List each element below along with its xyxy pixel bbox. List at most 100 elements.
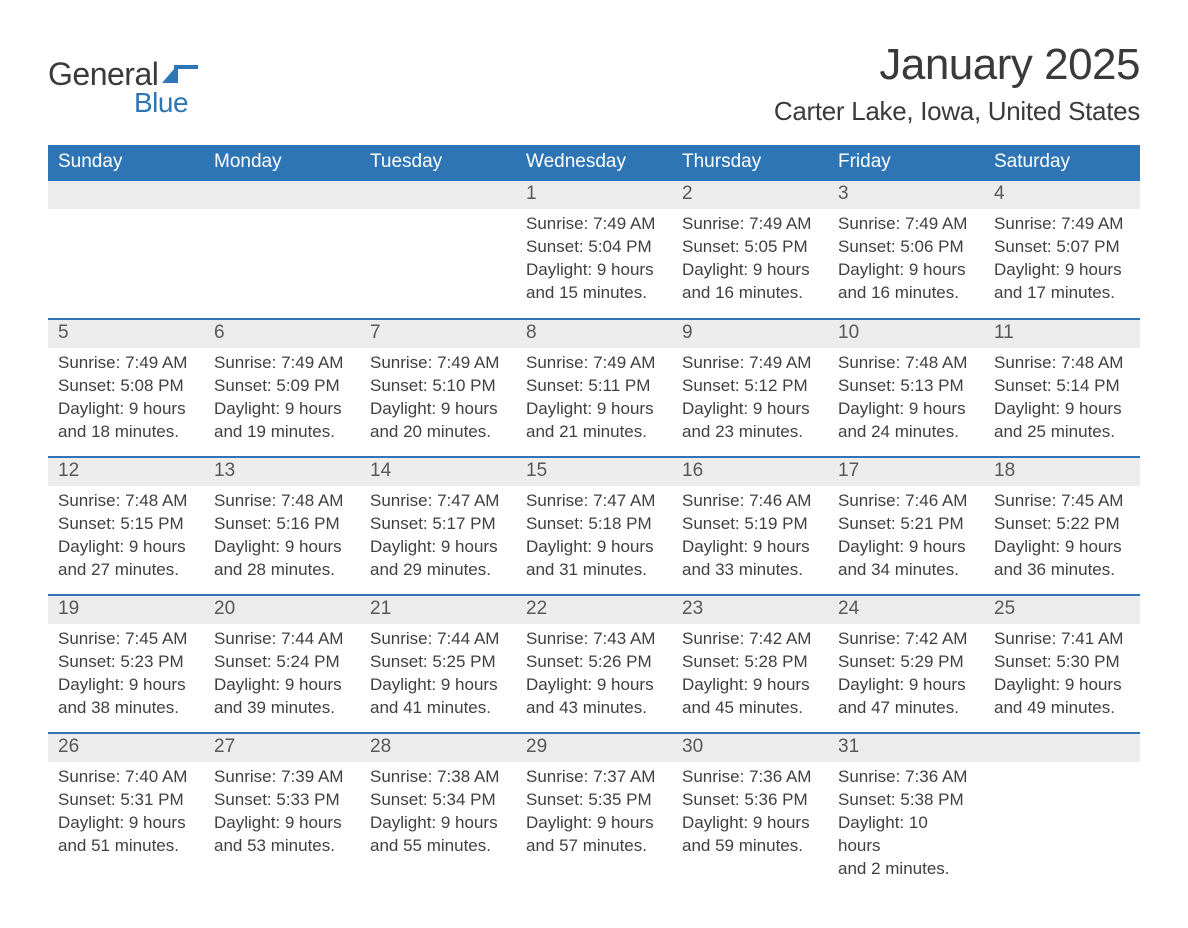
day-cell: 5Sunrise: 7:49 AMSunset: 5:08 PMDaylight… (48, 319, 204, 457)
sunset-line: Sunset: 5:12 PM (682, 375, 818, 398)
day-content: Sunrise: 7:47 AMSunset: 5:18 PMDaylight:… (516, 486, 672, 590)
day-content: Sunrise: 7:49 AMSunset: 5:08 PMDaylight:… (48, 348, 204, 452)
sunrise-line: Sunrise: 7:42 AM (682, 628, 818, 651)
day-number: 11 (984, 320, 1140, 348)
sunset-line: Sunset: 5:16 PM (214, 513, 350, 536)
sunrise-line: Sunrise: 7:45 AM (994, 490, 1130, 513)
day-cell: 24Sunrise: 7:42 AMSunset: 5:29 PMDayligh… (828, 595, 984, 733)
daylight-line-2: and 59 minutes. (682, 835, 818, 858)
sunrise-line: Sunrise: 7:48 AM (214, 490, 350, 513)
day-cell: 28Sunrise: 7:38 AMSunset: 5:34 PMDayligh… (360, 733, 516, 888)
daylight-line-1: Daylight: 9 hours (682, 536, 818, 559)
daylight-line-2: and 53 minutes. (214, 835, 350, 858)
sunset-line: Sunset: 5:25 PM (370, 651, 506, 674)
sunset-line: Sunset: 5:23 PM (58, 651, 194, 674)
day-content: Sunrise: 7:49 AMSunset: 5:06 PMDaylight:… (828, 209, 984, 313)
weekday-header-row: SundayMondayTuesdayWednesdayThursdayFrid… (48, 145, 1140, 181)
sunset-line: Sunset: 5:04 PM (526, 236, 662, 259)
daylight-line-2: and 25 minutes. (994, 421, 1130, 444)
day-cell: 18Sunrise: 7:45 AMSunset: 5:22 PMDayligh… (984, 457, 1140, 595)
day-number: 30 (672, 734, 828, 762)
daylight-line-2: and 31 minutes. (526, 559, 662, 582)
day-cell: 14Sunrise: 7:47 AMSunset: 5:17 PMDayligh… (360, 457, 516, 595)
day-content: Sunrise: 7:48 AMSunset: 5:16 PMDaylight:… (204, 486, 360, 590)
day-cell (204, 181, 360, 319)
daylight-line-2: and 27 minutes. (58, 559, 194, 582)
daylight-line-2: and 57 minutes. (526, 835, 662, 858)
day-content: Sunrise: 7:42 AMSunset: 5:28 PMDaylight:… (672, 624, 828, 728)
daylight-line-2: and 45 minutes. (682, 697, 818, 720)
week-row: 19Sunrise: 7:45 AMSunset: 5:23 PMDayligh… (48, 595, 1140, 733)
sunrise-line: Sunrise: 7:49 AM (682, 213, 818, 236)
sunset-line: Sunset: 5:29 PM (838, 651, 974, 674)
sunset-line: Sunset: 5:26 PM (526, 651, 662, 674)
day-content: Sunrise: 7:48 AMSunset: 5:15 PMDaylight:… (48, 486, 204, 590)
day-cell: 12Sunrise: 7:48 AMSunset: 5:15 PMDayligh… (48, 457, 204, 595)
daylight-line-1: Daylight: 9 hours (994, 674, 1130, 697)
daylight-line-1: Daylight: 9 hours (994, 259, 1130, 282)
sunrise-line: Sunrise: 7:42 AM (838, 628, 974, 651)
sunset-line: Sunset: 5:34 PM (370, 789, 506, 812)
daylight-line-2: and 2 minutes. (838, 858, 974, 881)
week-row: 26Sunrise: 7:40 AMSunset: 5:31 PMDayligh… (48, 733, 1140, 888)
daylight-line-2: and 20 minutes. (370, 421, 506, 444)
daylight-line-2: and 16 minutes. (838, 282, 974, 305)
day-number: 24 (828, 596, 984, 624)
sunset-line: Sunset: 5:10 PM (370, 375, 506, 398)
day-cell: 4Sunrise: 7:49 AMSunset: 5:07 PMDaylight… (984, 181, 1140, 319)
daylight-line-2: and 18 minutes. (58, 421, 194, 444)
day-number: 4 (984, 181, 1140, 209)
sunset-line: Sunset: 5:15 PM (58, 513, 194, 536)
day-number: 15 (516, 458, 672, 486)
daylight-line-2: and 38 minutes. (58, 697, 194, 720)
day-content: Sunrise: 7:46 AMSunset: 5:19 PMDaylight:… (672, 486, 828, 590)
daylight-line-1: Daylight: 10 hours (838, 812, 974, 858)
daylight-line-1: Daylight: 9 hours (58, 536, 194, 559)
day-content: Sunrise: 7:41 AMSunset: 5:30 PMDaylight:… (984, 624, 1140, 728)
day-number (360, 181, 516, 209)
day-cell: 29Sunrise: 7:37 AMSunset: 5:35 PMDayligh… (516, 733, 672, 888)
daylight-line-1: Daylight: 9 hours (370, 674, 506, 697)
week-row: 1Sunrise: 7:49 AMSunset: 5:04 PMDaylight… (48, 181, 1140, 319)
day-content: Sunrise: 7:48 AMSunset: 5:14 PMDaylight:… (984, 348, 1140, 452)
day-content: Sunrise: 7:49 AMSunset: 5:10 PMDaylight:… (360, 348, 516, 452)
sunrise-line: Sunrise: 7:49 AM (370, 352, 506, 375)
day-content: Sunrise: 7:36 AMSunset: 5:38 PMDaylight:… (828, 762, 984, 889)
header: General Blue January 2025 Carter Lake, I… (48, 40, 1140, 127)
sunrise-line: Sunrise: 7:38 AM (370, 766, 506, 789)
logo-word-blue: Blue (134, 87, 188, 119)
daylight-line-2: and 43 minutes. (526, 697, 662, 720)
flag-icon (162, 65, 198, 85)
sunset-line: Sunset: 5:08 PM (58, 375, 194, 398)
daylight-line-2: and 39 minutes. (214, 697, 350, 720)
day-cell: 23Sunrise: 7:42 AMSunset: 5:28 PMDayligh… (672, 595, 828, 733)
day-cell: 20Sunrise: 7:44 AMSunset: 5:24 PMDayligh… (204, 595, 360, 733)
sunrise-line: Sunrise: 7:49 AM (58, 352, 194, 375)
day-cell: 10Sunrise: 7:48 AMSunset: 5:13 PMDayligh… (828, 319, 984, 457)
daylight-line-1: Daylight: 9 hours (838, 536, 974, 559)
day-number: 25 (984, 596, 1140, 624)
sunrise-line: Sunrise: 7:49 AM (682, 352, 818, 375)
sunset-line: Sunset: 5:30 PM (994, 651, 1130, 674)
day-number: 10 (828, 320, 984, 348)
day-cell: 31Sunrise: 7:36 AMSunset: 5:38 PMDayligh… (828, 733, 984, 888)
day-number: 3 (828, 181, 984, 209)
day-content: Sunrise: 7:36 AMSunset: 5:36 PMDaylight:… (672, 762, 828, 866)
day-cell: 2Sunrise: 7:49 AMSunset: 5:05 PMDaylight… (672, 181, 828, 319)
sunrise-line: Sunrise: 7:36 AM (682, 766, 818, 789)
day-content: Sunrise: 7:44 AMSunset: 5:25 PMDaylight:… (360, 624, 516, 728)
day-number: 20 (204, 596, 360, 624)
sunrise-line: Sunrise: 7:49 AM (526, 213, 662, 236)
day-cell: 17Sunrise: 7:46 AMSunset: 5:21 PMDayligh… (828, 457, 984, 595)
daylight-line-1: Daylight: 9 hours (526, 398, 662, 421)
day-cell: 13Sunrise: 7:48 AMSunset: 5:16 PMDayligh… (204, 457, 360, 595)
day-content: Sunrise: 7:49 AMSunset: 5:07 PMDaylight:… (984, 209, 1140, 313)
day-number (204, 181, 360, 209)
daylight-line-1: Daylight: 9 hours (370, 536, 506, 559)
daylight-line-1: Daylight: 9 hours (370, 812, 506, 835)
daylight-line-1: Daylight: 9 hours (994, 536, 1130, 559)
daylight-line-2: and 23 minutes. (682, 421, 818, 444)
day-content: Sunrise: 7:49 AMSunset: 5:05 PMDaylight:… (672, 209, 828, 313)
sunrise-line: Sunrise: 7:48 AM (994, 352, 1130, 375)
day-number: 19 (48, 596, 204, 624)
